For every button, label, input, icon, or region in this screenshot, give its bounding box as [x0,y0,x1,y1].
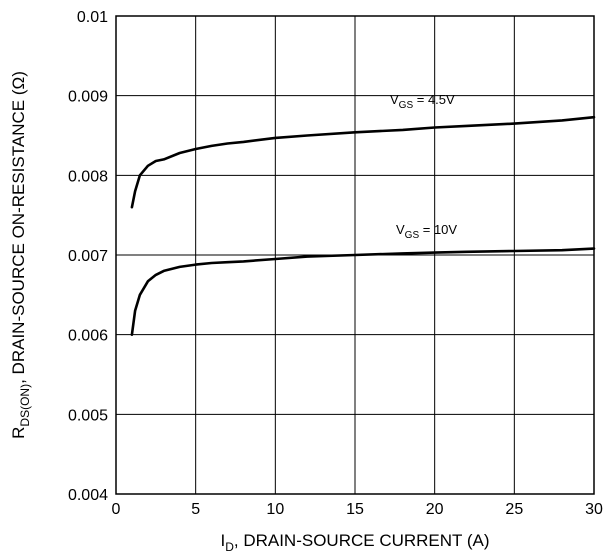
x-tick-label: 15 [346,501,364,518]
series-label-10v: VGS = 10V [396,222,457,241]
x-tick-label: 0 [112,501,121,518]
x-tick-label: 5 [191,501,200,518]
x-axis-label: ID, DRAIN-SOURCE CURRENT (A) [220,531,489,554]
y-axis-label: RDS(ON), DRAIN-SOURCE ON-RESISTANCE (Ω) [9,71,32,439]
x-tick-label: 20 [426,501,444,518]
series-layer [130,115,596,337]
x-tick-label: 10 [266,501,284,518]
plot-frame [115,15,595,495]
tick-labels: 0 5 10 15 20 25 30 0.004 0.005 0.006 0.007 0.008 0.0… [68,9,603,518]
y-tick-label: 0.007 [68,248,108,265]
grid [116,16,594,494]
x-tick-label: 30 [585,501,603,518]
series-line-1 [130,247,596,337]
series-label-4-5v: VGS = 4.5V [390,92,455,111]
series-line-0 [130,115,596,209]
y-tick-label: 0.009 [68,89,108,106]
y-tick-label: 0.005 [68,407,108,424]
y-tick-label: 0.01 [77,9,108,26]
y-tick-label: 0.008 [68,168,108,185]
y-tick-label: 0.004 [68,487,108,504]
y-tick-label: 0.006 [68,328,108,345]
x-tick-label: 25 [505,501,523,518]
